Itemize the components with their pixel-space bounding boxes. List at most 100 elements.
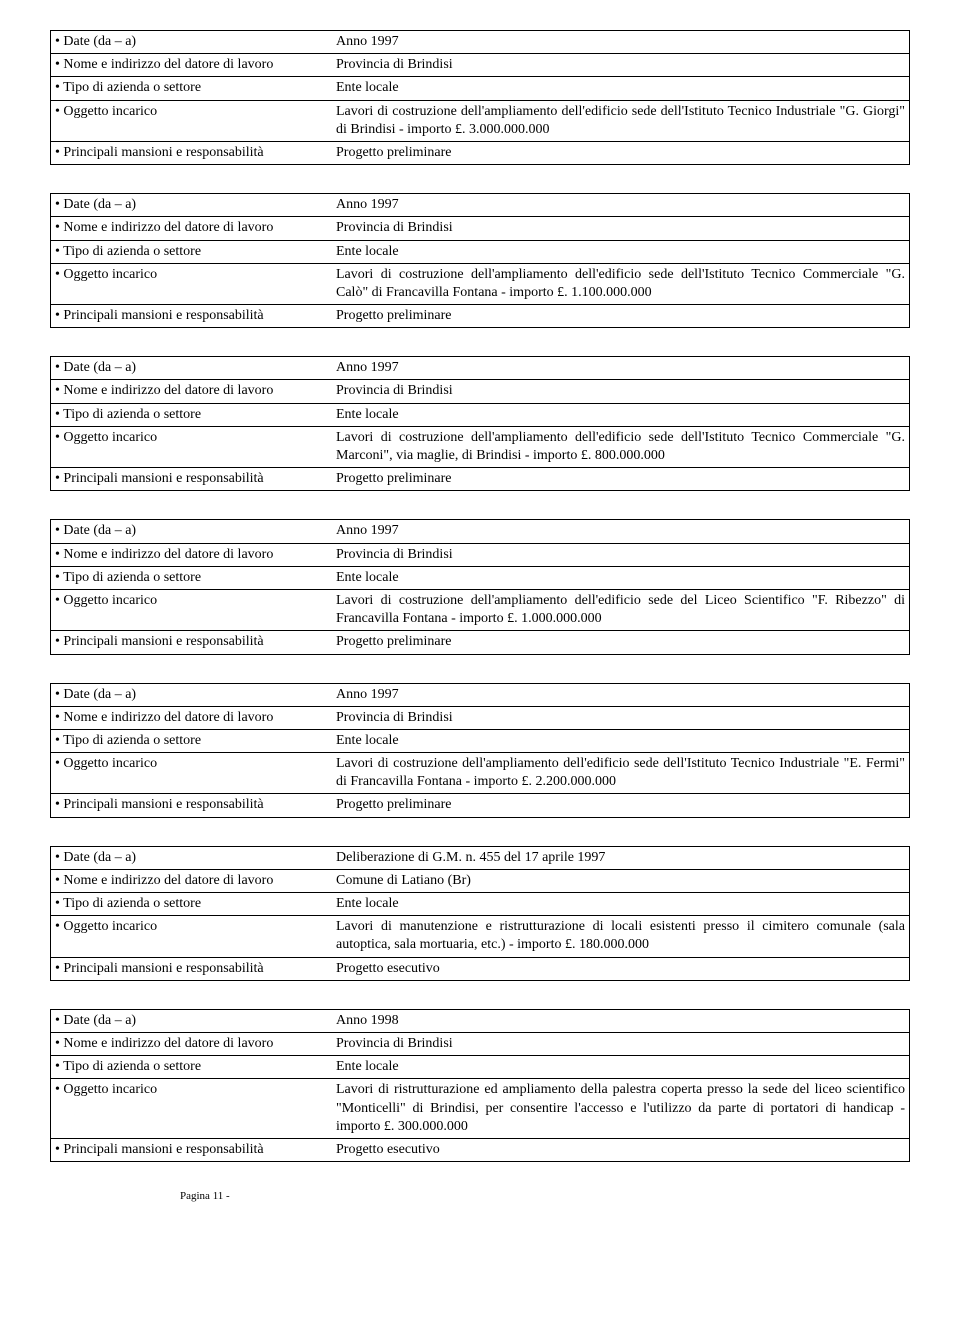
employer-label: • Nome e indirizzo del datore di lavoro xyxy=(51,869,305,892)
date-value: Anno 1997 xyxy=(332,357,910,380)
subject-value: Lavori di ristrutturazione ed ampliament… xyxy=(332,1079,910,1139)
gap-cell xyxy=(304,753,332,794)
table-row: • Principali mansioni e responsabilitàPr… xyxy=(51,305,910,328)
entry-table: • Date (da – a) Anno 1997 • Nome e indiri… xyxy=(50,519,910,654)
gap-cell xyxy=(304,916,332,957)
responsibilities-value: Progetto preliminare xyxy=(332,141,910,164)
sector-label: • Tipo di azienda o settore xyxy=(51,77,305,100)
date-label: • Date (da – a) xyxy=(51,683,305,706)
table-row: • Principali mansioni e responsabilità Pr… xyxy=(51,794,910,817)
table-row: • Tipo di azienda o settore Ente locale xyxy=(51,729,910,752)
entry-block: • Date (da – a)Anno 1997 • Nome e indiri… xyxy=(50,683,910,818)
subject-label: • Oggetto incarico xyxy=(51,753,305,794)
page: • Date (da – a)Anno 1997 • Nome e indiri… xyxy=(0,0,960,1222)
gap-cell xyxy=(304,794,332,817)
table-row: • Oggetto incarico Lavori di ristrutturaz… xyxy=(51,1079,910,1139)
sector-label: • Tipo di azienda o settore xyxy=(51,240,305,263)
gap-cell xyxy=(304,1079,332,1139)
subject-value: Lavori di costruzione dell'ampliamento d… xyxy=(332,100,910,141)
responsibilities-value: Progetto esecutivo xyxy=(332,1138,910,1161)
table-row: • Nome e indirizzo del datore di lavoroP… xyxy=(51,706,910,729)
table-row: • Oggetto incaricoLavori di costruzione … xyxy=(51,100,910,141)
responsibilities-value: Progetto preliminare xyxy=(332,468,910,491)
table-row: • Tipo di azienda o settore Ente locale xyxy=(51,403,910,426)
responsibilities-label: • Principali mansioni e responsabilità xyxy=(51,631,305,654)
entry-table: • Date (da – a) Deliberazione di G.M. n. … xyxy=(50,846,910,981)
employer-value: Provincia di Brindisi xyxy=(332,706,910,729)
gap-cell xyxy=(304,263,332,304)
page-footer: Pagina 11 - xyxy=(50,1190,910,1202)
sector-value: Ente locale xyxy=(332,893,910,916)
table-row: • Tipo di azienda o settoreEnte locale xyxy=(51,77,910,100)
gap-cell xyxy=(304,54,332,77)
sector-label: • Tipo di azienda o settore xyxy=(51,893,305,916)
date-label: • Date (da – a) xyxy=(51,520,305,543)
employer-value: Provincia di Brindisi xyxy=(332,1032,910,1055)
table-row: • Principali mansioni e responsabilitàPr… xyxy=(51,1138,910,1161)
employer-label: • Nome e indirizzo del datore di lavoro xyxy=(51,380,305,403)
table-row: • Principali mansioni e responsabilitàPr… xyxy=(51,631,910,654)
gap-cell xyxy=(304,426,332,467)
gap-cell xyxy=(304,217,332,240)
sector-value: Ente locale xyxy=(332,729,910,752)
gap-cell xyxy=(304,31,332,54)
employer-value: Provincia di Brindisi xyxy=(332,543,910,566)
employer-label: • Nome e indirizzo del datore di lavoro xyxy=(51,217,305,240)
gap-cell xyxy=(304,683,332,706)
responsibilities-label: • Principali mansioni e responsabilità xyxy=(51,141,305,164)
table-row: • Oggetto incaricoLavori di manutenzione… xyxy=(51,916,910,957)
gap-cell xyxy=(304,77,332,100)
date-label: • Date (da – a) xyxy=(51,846,305,869)
gap-cell xyxy=(304,631,332,654)
table-row: • Tipo di azienda o settore Ente locale xyxy=(51,893,910,916)
date-value: Anno 1997 xyxy=(332,520,910,543)
subject-label: • Oggetto incarico xyxy=(51,589,305,630)
date-value: Deliberazione di G.M. n. 455 del 17 apri… xyxy=(332,846,910,869)
employer-value: Comune di Latiano (Br) xyxy=(332,869,910,892)
date-label: • Date (da – a) xyxy=(51,31,305,54)
sector-value: Ente locale xyxy=(332,240,910,263)
responsibilities-label: • Principali mansioni e responsabilità xyxy=(51,794,305,817)
table-row: • Date (da – a) Anno 1998 xyxy=(51,1009,910,1032)
sector-value: Ente locale xyxy=(332,1056,910,1079)
date-label: • Date (da – a) xyxy=(51,1009,305,1032)
sector-label: • Tipo di azienda o settore xyxy=(51,729,305,752)
employer-label: • Nome e indirizzo del datore di lavoro xyxy=(51,1032,305,1055)
gap-cell xyxy=(304,468,332,491)
gap-cell xyxy=(304,520,332,543)
date-value: Anno 1998 xyxy=(332,1009,910,1032)
entry-block: • Date (da – a) Deliberazione di G.M. n. … xyxy=(50,846,910,981)
responsibilities-value: Progetto preliminare xyxy=(332,794,910,817)
gap-cell xyxy=(304,1032,332,1055)
gap-cell xyxy=(304,589,332,630)
responsibilities-value: Progetto esecutivo xyxy=(332,957,910,980)
gap-cell xyxy=(304,380,332,403)
gap-cell xyxy=(304,1056,332,1079)
gap-cell xyxy=(304,305,332,328)
employer-value: Provincia di Brindisi xyxy=(332,54,910,77)
sector-label: • Tipo di azienda o settore xyxy=(51,1056,305,1079)
entry-table: • Date (da – a) Anno 1998 • Nome e indiri… xyxy=(50,1009,910,1162)
subject-value: Lavori di costruzione dell'ampliamento d… xyxy=(332,426,910,467)
entry-block: • Date (da – a) Anno 1998 • Nome e indiri… xyxy=(50,1009,910,1162)
subject-value: Lavori di costruzione dell'ampliamento d… xyxy=(332,753,910,794)
gap-cell xyxy=(304,357,332,380)
subject-label: • Oggetto incarico xyxy=(51,263,305,304)
employer-label: • Nome e indirizzo del datore di lavoro xyxy=(51,543,305,566)
entry-block: • Date (da – a) Anno 1997 • Nome e indiri… xyxy=(50,519,910,654)
subject-label: • Oggetto incarico xyxy=(51,1079,305,1139)
table-row: • Date (da – a)Anno 1997 xyxy=(51,31,910,54)
sector-value: Ente locale xyxy=(332,403,910,426)
subject-value: Lavori di manutenzione e ristrutturazion… xyxy=(332,916,910,957)
table-row: • Nome e indirizzo del datore di lavoro C… xyxy=(51,869,910,892)
entries-container: • Date (da – a)Anno 1997 • Nome e indiri… xyxy=(50,30,910,1162)
table-row: • Nome e indirizzo del datore di lavoro P… xyxy=(51,543,910,566)
sector-value: Ente locale xyxy=(332,566,910,589)
subject-value: Lavori di costruzione dell'ampliamento d… xyxy=(332,589,910,630)
sector-label: • Tipo di azienda o settore xyxy=(51,403,305,426)
table-row: • Date (da – a)Anno 1997 xyxy=(51,357,910,380)
gap-cell xyxy=(304,957,332,980)
table-row: • Principali mansioni e responsabilitàPr… xyxy=(51,468,910,491)
table-row: • Tipo di azienda o settore Ente locale xyxy=(51,1056,910,1079)
table-row: • Tipo di azienda o settoreEnte locale xyxy=(51,566,910,589)
